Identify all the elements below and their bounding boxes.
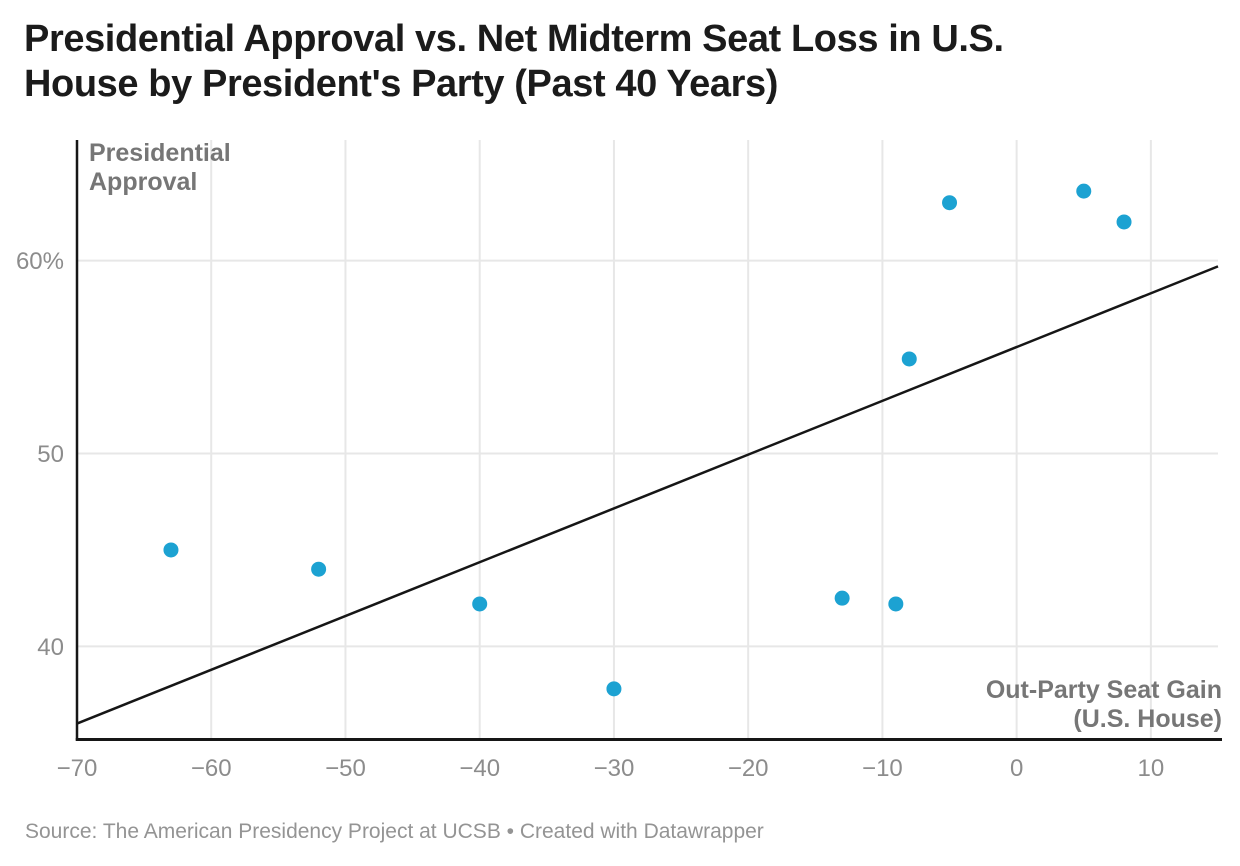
data-point[interactable] [472, 596, 488, 612]
data-point[interactable] [163, 542, 179, 558]
x-tick-label: −20 [728, 755, 769, 782]
x-tick-label: −10 [862, 755, 903, 782]
x-tick-label: −70 [57, 755, 98, 782]
x-tick-label: −40 [459, 755, 500, 782]
x-tick-label: 0 [1010, 755, 1023, 782]
y-axis-title: Presidential Approval [89, 139, 231, 196]
data-point[interactable] [1076, 183, 1092, 199]
data-point[interactable] [888, 596, 904, 612]
source-note: Source: The American Presidency Project … [25, 820, 764, 843]
data-point[interactable] [1116, 214, 1132, 230]
data-point[interactable] [901, 351, 917, 367]
data-points [163, 183, 1132, 697]
y-tick-label: 60% [16, 248, 64, 275]
axis-lines [75, 140, 1222, 741]
x-tick-label: −30 [594, 755, 635, 782]
data-point[interactable] [834, 590, 850, 606]
x-tick-label: −60 [191, 755, 232, 782]
gridlines [76, 140, 1218, 739]
data-point[interactable] [942, 195, 958, 211]
data-point[interactable] [606, 681, 622, 697]
tick-labels: −70 −60 −50 −40 −30 −20 −10 0 10 40 50 60% [16, 248, 1164, 782]
y-tick-label: 40 [37, 634, 64, 661]
x-axis-title: Out-Party Seat Gain (U.S. House) [985, 676, 1222, 733]
y-tick-label: 50 [37, 441, 64, 468]
trend-line [76, 265, 1219, 725]
data-point[interactable] [311, 561, 327, 577]
x-tick-label: −50 [325, 755, 366, 782]
x-tick-label: 10 [1138, 755, 1165, 782]
chart-title: Presidential Approval vs. Net Midterm Se… [24, 18, 1004, 105]
trend-line-group [76, 265, 1219, 725]
